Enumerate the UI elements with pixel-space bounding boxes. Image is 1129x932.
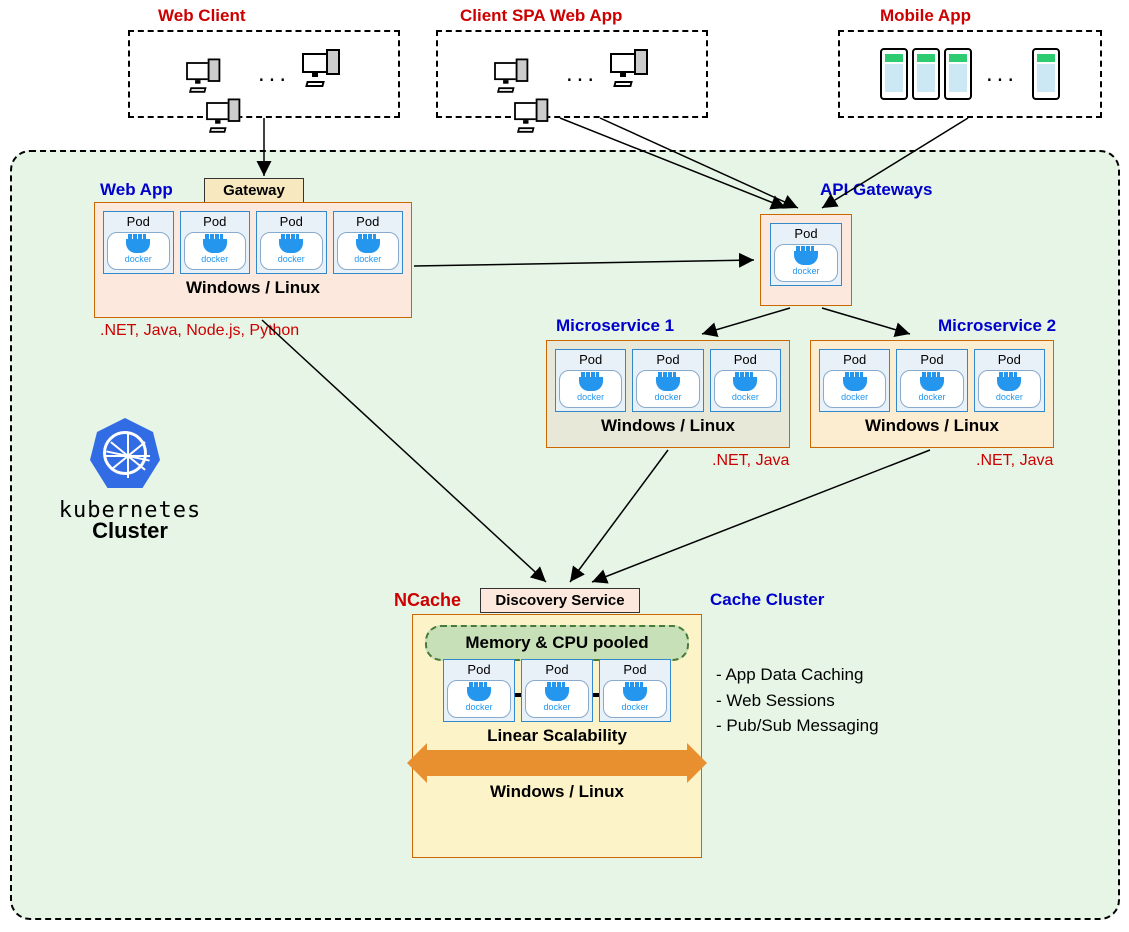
phone-icon xyxy=(912,48,940,100)
scalability-label: Linear Scalability xyxy=(413,726,701,746)
ms2-tech: .NET, Java xyxy=(976,452,1053,470)
k8s-sublabel: Cluster xyxy=(50,518,210,544)
feature-item: - Web Sessions xyxy=(716,688,879,714)
spa-title: Client SPA Web App xyxy=(460,6,622,26)
pod: Poddocker xyxy=(632,349,703,412)
pod: Poddocker xyxy=(443,659,515,722)
webapp-title: Web App xyxy=(100,180,173,200)
k8s-logo xyxy=(90,418,160,488)
pod: Poddocker xyxy=(521,659,593,722)
ncache-title: NCache xyxy=(394,590,461,611)
ms2-os: Windows / Linux xyxy=(811,416,1053,436)
ellipsis: ... xyxy=(986,60,1018,88)
cache-title: Cache Cluster xyxy=(710,590,824,610)
ms2-title: Microservice 2 xyxy=(938,316,1056,336)
webapp-tech: .NET, Java, Node.js, Python xyxy=(100,322,299,340)
webapp-os: Windows / Linux xyxy=(95,278,411,298)
ellipsis: ... xyxy=(258,60,290,88)
scale-arrow-icon xyxy=(427,750,687,776)
spa-box: ... xyxy=(436,30,708,118)
gateway-tab: Gateway xyxy=(204,178,304,203)
apigw-box: Poddocker xyxy=(760,214,852,306)
pod: Poddocker xyxy=(770,223,842,286)
feature-item: - App Data Caching xyxy=(716,662,879,688)
pod: Poddocker xyxy=(974,349,1045,412)
ellipsis: ... xyxy=(566,60,598,88)
pod: Poddocker xyxy=(599,659,671,722)
ms1-os: Windows / Linux xyxy=(547,416,789,436)
webapp-box: Poddocker Poddocker Poddocker Poddocker … xyxy=(94,202,412,318)
cache-os: Windows / Linux xyxy=(413,782,701,802)
feature-list: - App Data Caching - Web Sessions - Pub/… xyxy=(716,662,879,739)
webclient-title: Web Client xyxy=(158,6,246,26)
pod: Poddocker xyxy=(180,211,251,274)
ms2-box: Poddocker Poddocker Poddocker Windows / … xyxy=(810,340,1054,448)
phone-icon xyxy=(944,48,972,100)
apigw-title: API Gateways xyxy=(820,180,932,200)
ms1-box: Poddocker Poddocker Poddocker Windows / … xyxy=(546,340,790,448)
pod: Poddocker xyxy=(555,349,626,412)
pod: Poddocker xyxy=(103,211,174,274)
cache-box: Memory & CPU pooled Poddocker Poddocker … xyxy=(412,614,702,858)
pod: Poddocker xyxy=(256,211,327,274)
webclient-box: ... xyxy=(128,30,400,118)
discovery-tab: Discovery Service xyxy=(480,588,640,613)
pod: Poddocker xyxy=(333,211,404,274)
ms1-tech: .NET, Java xyxy=(712,452,789,470)
pod: Poddocker xyxy=(710,349,781,412)
pod: Poddocker xyxy=(896,349,967,412)
ms1-title: Microservice 1 xyxy=(556,316,674,336)
feature-item: - Pub/Sub Messaging xyxy=(716,713,879,739)
phone-icon xyxy=(880,48,908,100)
mobile-box: ... xyxy=(838,30,1102,118)
mobile-title: Mobile App xyxy=(880,6,971,26)
phone-icon xyxy=(1032,48,1060,100)
pod: Poddocker xyxy=(819,349,890,412)
